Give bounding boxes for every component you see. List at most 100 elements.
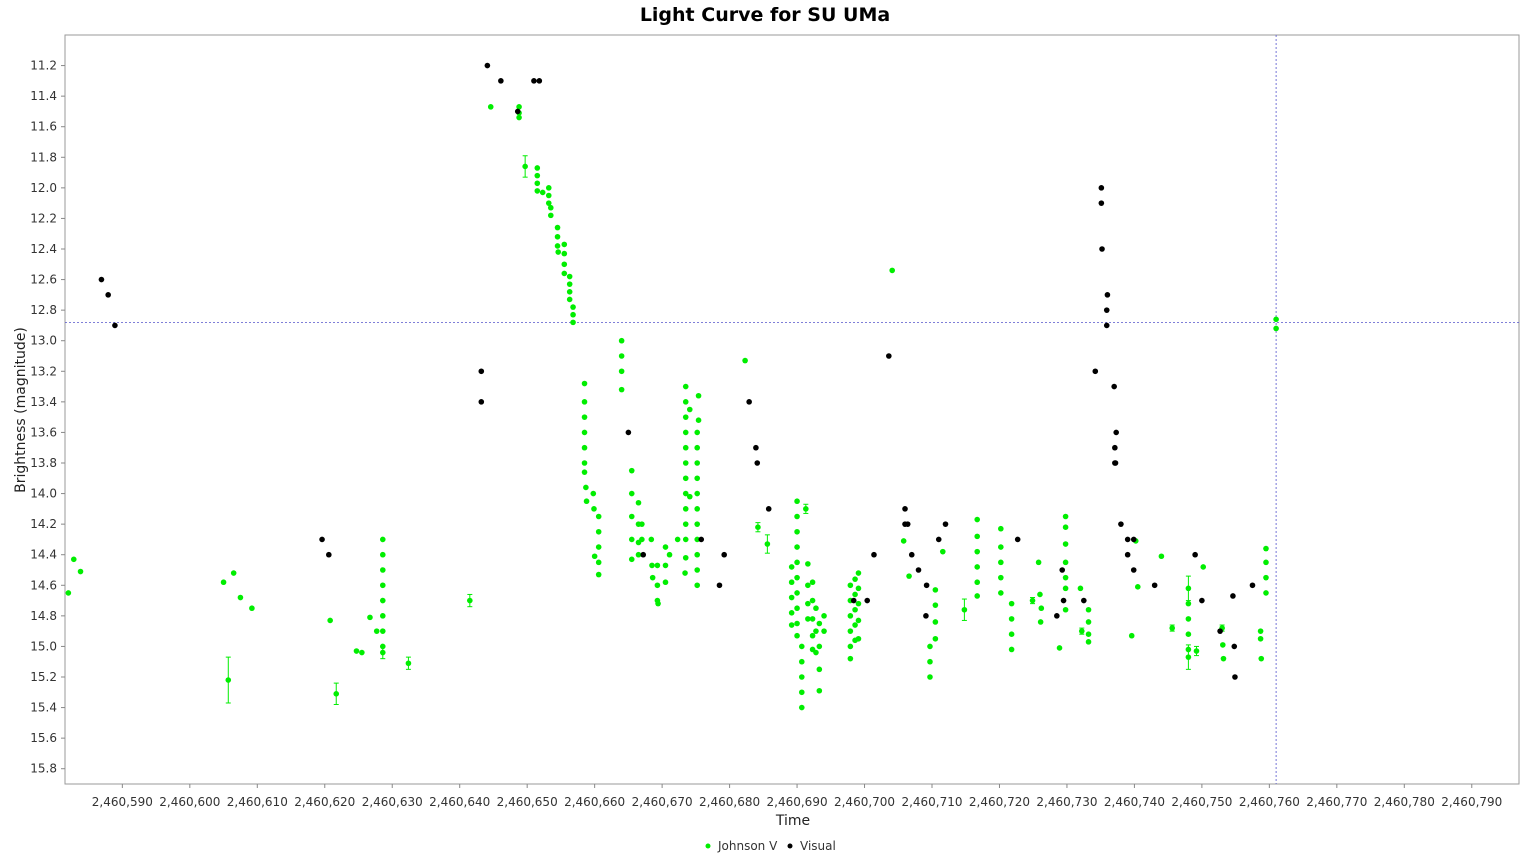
y-tick-label: 14.0 xyxy=(30,487,57,501)
data-point-johnson-v xyxy=(1008,646,1015,653)
x-tick-label: 2,460,780 xyxy=(1374,795,1435,809)
data-point-visual xyxy=(765,506,772,512)
data-point-johnson-v xyxy=(379,613,386,619)
data-point-visual xyxy=(942,521,949,527)
data-point-johnson-v xyxy=(1085,631,1092,637)
data-point-visual xyxy=(902,506,908,512)
y-tick-label: 14.2 xyxy=(30,517,57,531)
data-point-johnson-v xyxy=(595,544,602,550)
data-point-johnson-v xyxy=(855,570,862,576)
data-point-johnson-v xyxy=(816,620,823,627)
data-point-visual xyxy=(105,292,111,298)
data-point-johnson-v xyxy=(788,610,795,616)
data-point-johnson-v xyxy=(635,499,642,506)
data-point-johnson-v xyxy=(1037,591,1043,598)
data-point-johnson-v xyxy=(1078,628,1085,634)
legend-label-johnson-v: Johnson V xyxy=(717,839,778,853)
data-point-johnson-v xyxy=(694,444,701,451)
data-point-johnson-v xyxy=(821,613,827,619)
data-point-johnson-v xyxy=(595,571,602,578)
data-point-johnson-v xyxy=(798,689,805,696)
data-point-johnson-v xyxy=(591,553,598,560)
data-point-johnson-v xyxy=(998,525,1004,532)
data-point-johnson-v xyxy=(1263,559,1269,566)
plot-area[interactable] xyxy=(64,34,1520,785)
data-point-johnson-v xyxy=(1085,606,1092,613)
data-point-visual xyxy=(514,108,521,115)
data-point-johnson-v xyxy=(1185,585,1192,592)
data-point-johnson-v xyxy=(694,521,701,527)
data-point-johnson-v xyxy=(1263,545,1269,552)
data-point-visual xyxy=(753,444,759,451)
data-point-visual xyxy=(1060,597,1067,604)
data-point-visual xyxy=(1111,383,1117,390)
data-point-johnson-v xyxy=(561,241,568,248)
data-point-johnson-v xyxy=(618,386,625,393)
data-point-johnson-v xyxy=(974,516,981,523)
data-point-johnson-v xyxy=(852,591,858,598)
data-point-johnson-v xyxy=(1185,616,1192,622)
data-point-visual xyxy=(1104,292,1111,298)
data-point-johnson-v xyxy=(654,582,661,589)
data-point-visual xyxy=(754,460,761,466)
x-axis: 2,460,590 2,460,600 2,460,610 2,460,620 2,46… xyxy=(92,784,1502,809)
data-point-visual xyxy=(1217,628,1223,634)
y-tick-label: 12.4 xyxy=(30,242,57,256)
y-tick-label: 12.8 xyxy=(30,303,57,317)
data-point-visual xyxy=(1199,597,1205,604)
data-point-johnson-v xyxy=(906,573,912,579)
data-point-johnson-v xyxy=(694,429,701,436)
data-point-visual xyxy=(1103,322,1110,329)
data-point-visual xyxy=(1099,246,1105,252)
data-point-visual xyxy=(536,78,543,84)
data-point-johnson-v xyxy=(852,606,858,613)
data-point-johnson-v xyxy=(686,493,693,500)
data-point-johnson-v xyxy=(367,614,373,621)
data-point-visual xyxy=(478,399,485,405)
data-point-visual xyxy=(1113,429,1119,436)
data-point-johnson-v xyxy=(788,579,795,586)
x-tick-label: 2,460,790 xyxy=(1441,795,1502,809)
data-point-johnson-v xyxy=(694,506,701,512)
data-point-johnson-v xyxy=(805,561,811,567)
data-point-visual xyxy=(1249,582,1256,589)
data-point-johnson-v xyxy=(794,528,800,535)
data-point-johnson-v xyxy=(794,574,800,581)
data-point-johnson-v xyxy=(379,536,386,543)
data-point-johnson-v xyxy=(333,691,340,697)
series-visual xyxy=(98,62,1256,680)
data-point-johnson-v xyxy=(847,643,854,650)
legend: Johnson V Visual xyxy=(705,839,836,853)
y-tick-label: 13.4 xyxy=(30,395,57,409)
data-point-johnson-v xyxy=(237,594,244,601)
data-point-johnson-v xyxy=(1037,619,1044,625)
data-point-johnson-v xyxy=(798,643,805,650)
data-point-johnson-v xyxy=(686,406,693,413)
data-point-johnson-v xyxy=(359,649,365,656)
data-point-johnson-v xyxy=(809,632,816,639)
data-point-johnson-v xyxy=(666,551,673,558)
data-point-johnson-v xyxy=(695,417,702,424)
y-tick-label: 11.8 xyxy=(30,150,57,164)
data-point-johnson-v xyxy=(798,674,805,680)
data-point-johnson-v xyxy=(618,353,625,359)
data-point-visual xyxy=(1230,593,1236,599)
x-axis-label: Time xyxy=(775,813,810,829)
y-tick-label: 14.4 xyxy=(30,548,57,562)
data-point-johnson-v xyxy=(694,567,701,573)
y-tick-label: 14.6 xyxy=(30,578,57,592)
data-point-johnson-v xyxy=(230,570,237,576)
data-point-johnson-v xyxy=(1062,606,1069,613)
x-tick-label: 2,460,630 xyxy=(362,795,423,809)
data-point-johnson-v xyxy=(649,574,656,581)
data-point-visual xyxy=(915,567,922,573)
data-point-johnson-v xyxy=(70,556,77,563)
y-tick-label: 11.6 xyxy=(30,120,57,134)
data-point-johnson-v xyxy=(581,380,588,387)
data-point-johnson-v xyxy=(974,593,981,599)
data-point-johnson-v xyxy=(545,192,552,199)
data-point-johnson-v xyxy=(65,590,72,596)
data-point-johnson-v xyxy=(742,357,748,364)
data-point-johnson-v xyxy=(998,559,1004,566)
